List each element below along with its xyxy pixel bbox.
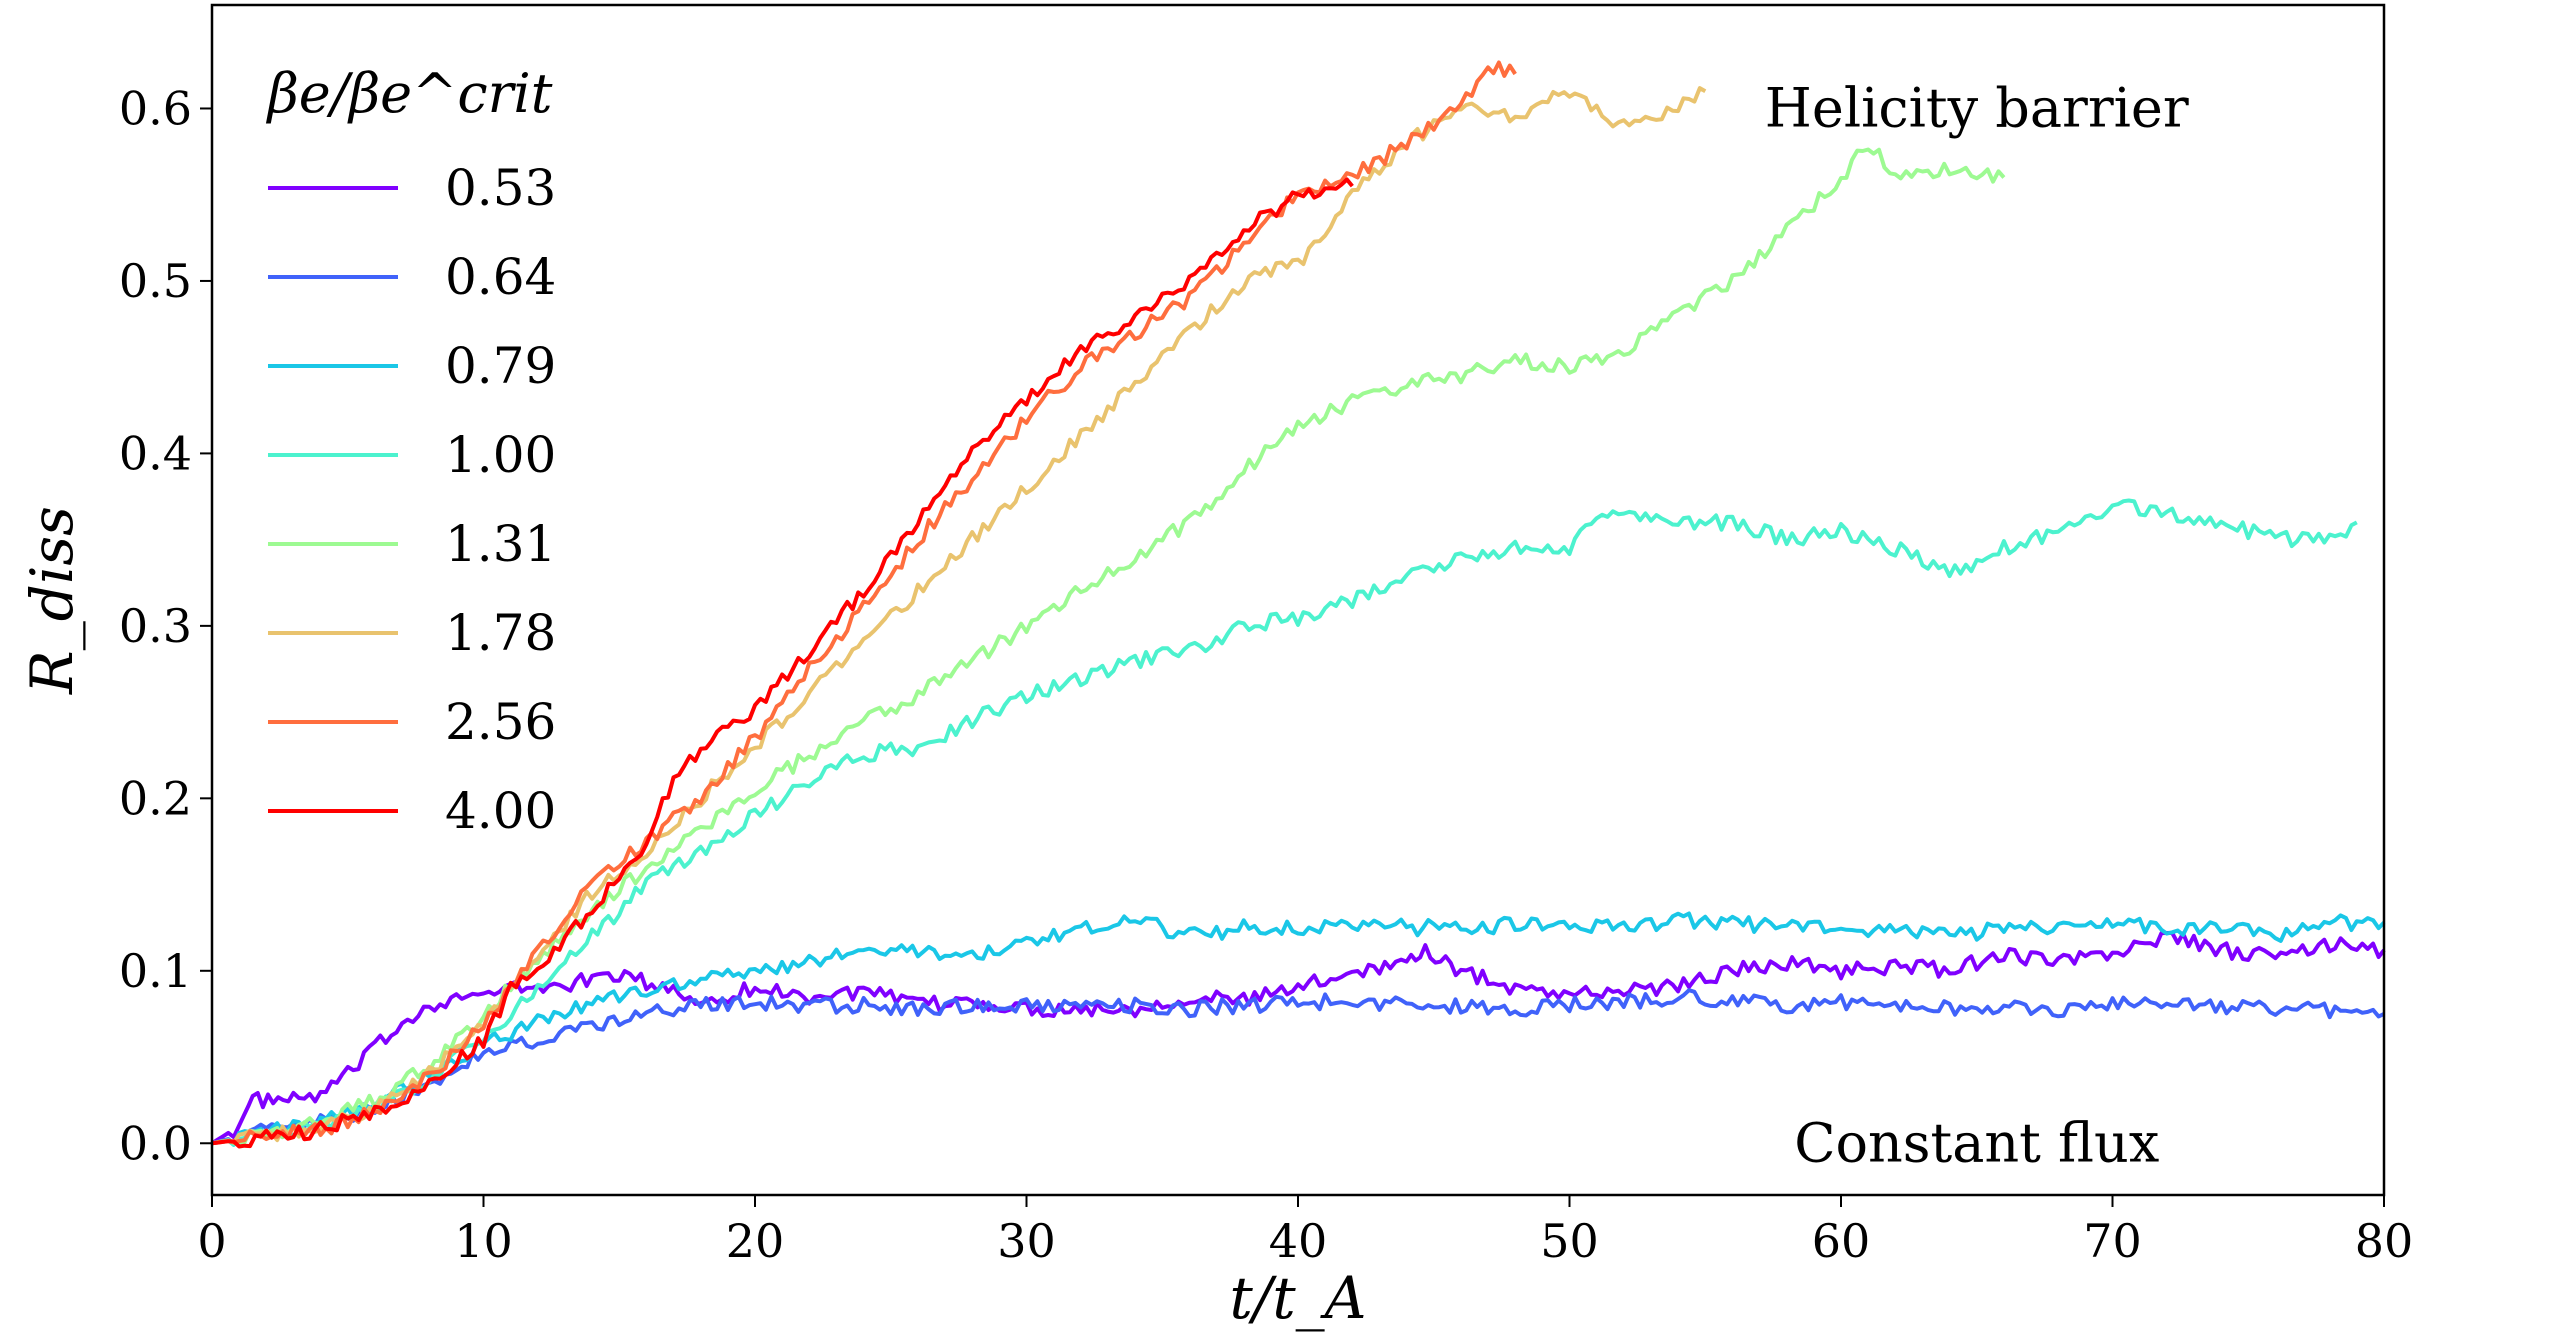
labels-layer: t/t_A R_diss Helicity barrier Constant f… [18,76,2189,1332]
annotation-helicity-barrier: Helicity barrier [1765,76,2189,139]
legend-title: βe/βe^crit [266,62,553,125]
legend: βe/βe^crit 0.53 0.64 0.79 1.00 1.31 1.78 2.56 4… [266,62,557,840]
series-line-0-79 [211,911,2386,1147]
series-line-1-00 [211,498,2358,1147]
x-tick-label: 50 [1540,1214,1599,1268]
ticks-layer: 0 10 20 30 40 50 60 70 80 0.0 0.1 0.2 0.3 0.4 0.5 0.6 [119,81,2413,1268]
x-tick-label: 0 [197,1214,226,1268]
y-tick-label: 0.4 [119,426,192,480]
x-axis-label: t/t_A [1229,1264,1366,1332]
series-line-0-64 [211,988,2385,1147]
y-tick-label: 0.2 [119,771,192,825]
legend-entry-1-31: 1.31 [445,515,556,573]
y-tick-label: 0.1 [119,944,192,998]
series-line-4-00 [211,177,1354,1149]
annotation-constant-flux: Constant flux [1794,1111,2159,1174]
y-axis-label: R_diss [18,506,86,695]
legend-entry-0-64: 0.64 [445,248,556,306]
legend-entry-1-78: 1.78 [445,604,556,662]
series-line-1-31 [211,147,2006,1146]
series-line-0-53 [210,930,2386,1145]
legend-entry-4-00: 4.00 [445,782,556,840]
legend-entry-2-56: 2.56 [445,693,556,751]
x-tick-label: 10 [454,1214,513,1268]
x-tick-label: 80 [2355,1214,2414,1268]
x-tick-label: 60 [1812,1214,1871,1268]
y-tick-label: 0.0 [119,1116,192,1170]
series-layer [210,60,2386,1149]
y-tick-label: 0.5 [119,254,192,308]
x-tick-label: 20 [726,1214,785,1268]
legend-entry-0-53: 0.53 [445,159,556,217]
y-tick-label: 0.6 [119,81,192,135]
x-tick-label: 40 [1269,1214,1328,1268]
y-tick-label: 0.3 [119,599,192,653]
x-tick-label: 30 [997,1214,1056,1268]
legend-entry-1-00: 1.00 [445,426,556,484]
legend-entry-0-79: 0.79 [445,337,556,395]
x-tick-label: 70 [2083,1214,2142,1268]
